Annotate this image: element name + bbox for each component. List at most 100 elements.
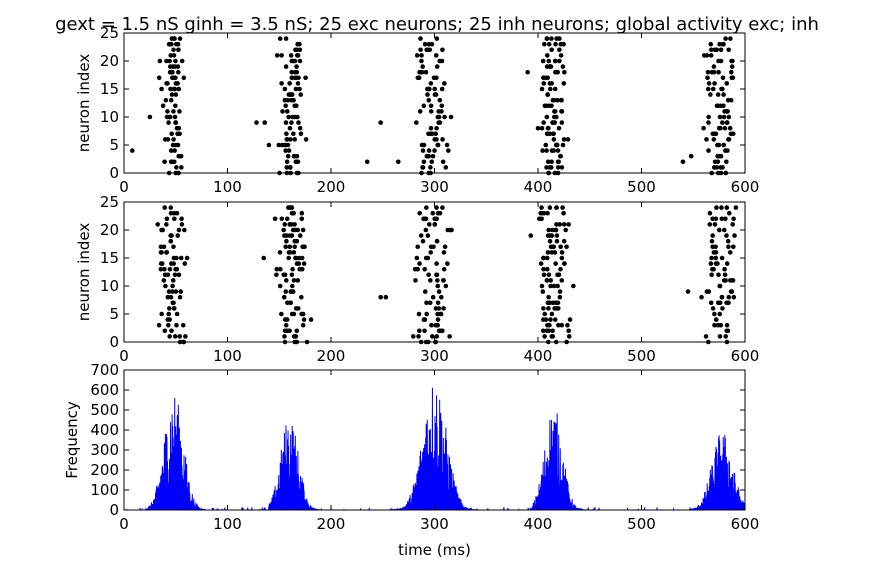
spike-dot	[164, 216, 170, 222]
spike-dot	[544, 165, 549, 170]
spike-dot	[717, 114, 723, 120]
spike-dot	[728, 36, 733, 41]
spike-dot	[159, 227, 164, 233]
spike-dot	[731, 244, 736, 250]
spike-dot	[546, 41, 552, 47]
spike-dot	[290, 266, 295, 272]
spike-dot	[720, 75, 726, 81]
spike-dot	[162, 159, 167, 165]
spike-dot	[685, 289, 691, 294]
x-tick-label: 0	[119, 347, 129, 365]
spike-dot	[272, 216, 278, 222]
spike-dot	[722, 272, 728, 278]
spike-dot	[171, 210, 177, 216]
spike-dot	[300, 322, 306, 328]
spike-dot	[430, 210, 436, 216]
spike-dot	[301, 317, 307, 322]
x-tick-label: 500	[627, 515, 656, 533]
spike-dot	[553, 41, 558, 47]
spike-dot	[725, 328, 731, 334]
spike-dot	[558, 97, 564, 103]
spike-dot	[179, 58, 185, 64]
spike-dot	[447, 334, 452, 339]
spike-dot	[557, 289, 563, 294]
spike-dot	[298, 92, 304, 97]
spike-dot	[417, 328, 422, 334]
spike-dot	[433, 131, 439, 137]
spike-dot	[434, 75, 439, 81]
spike-dot	[543, 103, 549, 109]
spike-dot	[415, 266, 420, 272]
spike-dot	[427, 86, 432, 92]
spike-dot	[549, 36, 554, 41]
spike-dot	[439, 109, 444, 114]
x-tick-label: 400	[524, 178, 553, 196]
spike-dot	[560, 142, 566, 148]
x-tick-label: 400	[524, 515, 553, 533]
spike-dot	[559, 120, 565, 125]
spike-dot	[168, 159, 174, 165]
spike-dot	[707, 210, 713, 216]
spike-dot	[561, 222, 567, 227]
spike-dot	[292, 244, 297, 250]
spike-dot	[287, 250, 293, 255]
spike-dot	[426, 148, 432, 153]
spike-dot	[552, 86, 558, 92]
spike-dot	[295, 227, 301, 233]
spike-dot	[417, 210, 423, 216]
spike-dot	[554, 97, 560, 103]
y-axis-label: neuron index	[75, 223, 93, 322]
spike-dot	[558, 266, 563, 272]
x-tick-label: 300	[420, 515, 449, 533]
spike-dot	[545, 125, 551, 131]
spike-dot	[711, 64, 717, 69]
spike-dot	[535, 125, 541, 131]
spike-dot	[416, 75, 422, 81]
spike-dot	[439, 58, 445, 64]
spike-dot	[167, 334, 172, 339]
spike-dot	[277, 283, 283, 289]
spike-dot	[562, 69, 567, 75]
spike-dot	[540, 289, 546, 294]
spike-dot	[426, 97, 432, 103]
spike-dot	[434, 261, 439, 266]
spike-dot	[286, 255, 292, 261]
spike-dot	[290, 114, 295, 120]
spike-dot	[168, 205, 174, 210]
y-tick-label: 15	[100, 80, 119, 98]
spike-dot	[173, 41, 179, 47]
spike-dot	[428, 81, 434, 86]
spike-dot	[714, 205, 719, 210]
spike-dot	[566, 334, 572, 339]
spike-dot	[727, 250, 733, 255]
spike-dot	[547, 165, 553, 170]
spike-dot	[168, 294, 174, 300]
spike-dot	[567, 317, 573, 322]
spike-dot	[174, 266, 180, 272]
y-tick-label: 0	[109, 501, 119, 519]
spike-dot	[549, 250, 555, 255]
spike-dot	[422, 289, 428, 294]
x-tick-label: 100	[213, 178, 242, 196]
spike-dot	[182, 261, 188, 266]
spike-dot	[156, 75, 162, 81]
spike-dot	[418, 69, 424, 75]
spike-dot	[166, 311, 172, 317]
spike-dot	[566, 222, 571, 227]
spike-dot	[715, 92, 721, 97]
spike-dot	[170, 300, 176, 306]
spike-dot	[170, 289, 175, 294]
x-tick-label: 100	[213, 515, 242, 533]
spike-dot	[283, 64, 289, 69]
x-tick-label: 200	[317, 178, 346, 196]
spike-dot	[174, 255, 179, 261]
spike-dot	[295, 53, 301, 58]
spike-dot	[726, 294, 732, 300]
spike-dot	[299, 294, 304, 300]
spike-dot	[294, 153, 300, 159]
spike-dot	[427, 300, 433, 306]
spike-dot	[716, 58, 721, 64]
spike-dot	[172, 86, 178, 92]
spike-dot	[287, 125, 293, 131]
spike-dot	[168, 53, 174, 58]
